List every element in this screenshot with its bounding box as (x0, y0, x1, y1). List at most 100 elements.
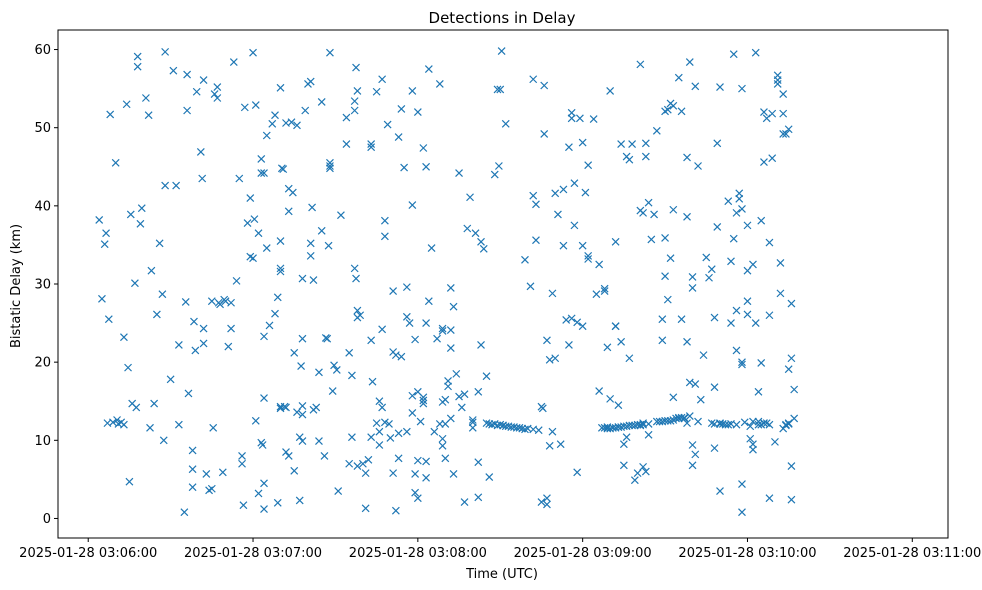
data-point (776, 258, 785, 267)
data-point (386, 434, 395, 442)
data-point (397, 352, 406, 361)
data-point (639, 462, 648, 471)
data-point (324, 241, 333, 250)
data-point (271, 309, 279, 318)
data-point (661, 233, 669, 242)
data-point (738, 205, 746, 213)
data-point (227, 324, 235, 333)
data-point (334, 487, 343, 496)
data-point (567, 114, 576, 123)
data-point (345, 459, 354, 468)
data-point (394, 429, 403, 438)
data-point (172, 181, 181, 190)
data-point (323, 334, 332, 343)
data-point (521, 255, 529, 264)
data-point (787, 495, 796, 504)
data-point (262, 244, 271, 252)
data-point (367, 143, 376, 152)
data-point (298, 401, 307, 410)
data-point (438, 441, 447, 450)
data-point (641, 152, 650, 161)
data-point (238, 459, 246, 468)
data-point (600, 284, 609, 293)
data-point (408, 201, 417, 209)
data-point (776, 289, 785, 298)
data-point (490, 170, 499, 179)
data-point (100, 240, 109, 249)
data-point (361, 504, 370, 513)
data-point (669, 205, 678, 214)
data-point (424, 297, 433, 306)
data-point (628, 140, 637, 149)
data-point (332, 366, 341, 374)
data-point (707, 265, 716, 274)
data-point (308, 203, 317, 212)
data-point (260, 332, 268, 341)
data-point (174, 341, 183, 349)
data-point (130, 279, 139, 288)
data-point (584, 161, 593, 170)
data-point (644, 430, 653, 439)
data-point (298, 274, 307, 283)
data-point (460, 390, 469, 399)
data-point (120, 420, 128, 429)
data-point (732, 420, 741, 429)
data-point (685, 412, 694, 421)
data-point (727, 319, 735, 328)
data-point (385, 419, 393, 428)
data-point (543, 336, 551, 345)
data-point (565, 341, 573, 349)
data-point (229, 58, 238, 66)
data-point (740, 418, 749, 427)
data-point (790, 414, 799, 423)
data-point (658, 315, 667, 324)
data-point (199, 339, 208, 348)
data-point (474, 458, 483, 467)
data-point (306, 239, 315, 248)
data-point (529, 191, 538, 200)
data-point (254, 229, 263, 238)
data-point (235, 174, 244, 183)
data-point (408, 391, 417, 400)
data-point (98, 294, 106, 303)
x-tick-label: 2025-01-28 03:09:00 (514, 546, 652, 561)
data-point (496, 420, 505, 429)
data-point (422, 473, 431, 482)
data-point (727, 257, 735, 266)
data-point (350, 97, 359, 106)
data-point (677, 315, 686, 324)
data-point (581, 188, 590, 197)
data-point (674, 73, 683, 82)
data-point (691, 450, 700, 459)
data-point (749, 445, 757, 454)
data-point (696, 395, 705, 404)
data-point (282, 403, 290, 412)
data-point (724, 197, 733, 206)
data-point (617, 337, 626, 346)
data-point (213, 83, 222, 91)
data-point (548, 289, 557, 298)
data-point (183, 70, 192, 79)
data-point (787, 299, 796, 308)
data-point (562, 316, 571, 324)
data-point (494, 162, 503, 170)
data-point (378, 403, 387, 412)
data-point (732, 346, 741, 355)
data-point (298, 410, 307, 419)
data-point (188, 465, 197, 474)
data-point (650, 210, 659, 219)
data-point (554, 210, 562, 219)
data-point (367, 140, 376, 149)
data-point (298, 334, 307, 343)
y-tick-label: 20 (34, 356, 51, 371)
data-point (249, 48, 257, 57)
data-point (416, 417, 425, 426)
data-point (666, 416, 675, 425)
data-point (352, 63, 360, 72)
data-point (408, 409, 417, 417)
data-point (773, 71, 782, 80)
data-point (320, 452, 329, 460)
data-point (578, 241, 587, 250)
data-point (474, 387, 483, 396)
data-point (147, 266, 156, 275)
